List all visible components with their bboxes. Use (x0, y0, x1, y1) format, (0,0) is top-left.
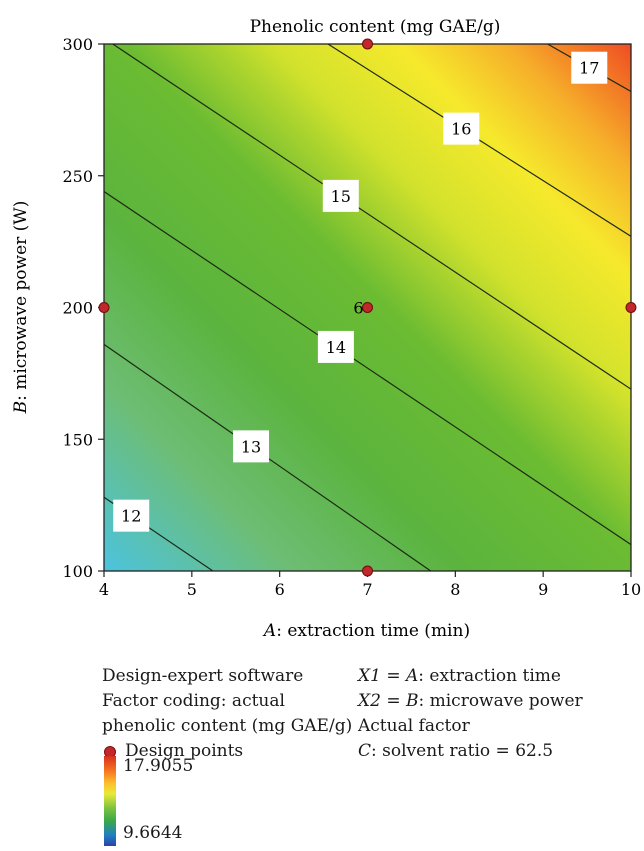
y-tick-label: 150 (62, 430, 93, 449)
chart-title: Phenolic content (mg GAE/g) (250, 17, 501, 37)
y-tick-label: 100 (62, 562, 93, 581)
contour-label-box-16 (443, 112, 480, 145)
x-tick-label: 6 (275, 580, 285, 599)
legend-left: Design-expert software Factor coding: ac… (102, 664, 352, 764)
design-point (98, 302, 110, 313)
contour-label-13: 13 (241, 437, 261, 456)
x-tick-label: 9 (538, 580, 548, 599)
design-point (362, 38, 373, 50)
contour-line-16 (327, 44, 631, 237)
contour-label-12: 12 (121, 507, 141, 526)
contour-label-15: 15 (331, 187, 351, 206)
legend-x1: X1 = A: extraction time (358, 666, 561, 686)
x-tick-label: 4 (99, 580, 109, 599)
colorbar-min: 9.6644 (123, 823, 183, 843)
legend-coding: Factor coding: actual (102, 691, 285, 711)
legend-actual-factor: Actual factor (358, 716, 470, 736)
contour-label-box-12 (113, 499, 150, 532)
design-point (362, 302, 373, 313)
x-tick-label: 8 (450, 580, 460, 599)
contour-label-box-14 (317, 330, 354, 363)
legend-software: Design-expert software (102, 666, 304, 686)
contour-label-box-15 (322, 179, 359, 212)
x-tick-label: 7 (362, 580, 372, 599)
contour-line-14 (104, 191, 631, 546)
design-point (625, 302, 637, 313)
x-tick-label: 5 (187, 580, 197, 599)
contour-label-16: 16 (451, 120, 471, 139)
contour-label-14: 14 (326, 338, 346, 357)
y-tick-label: 250 (62, 167, 93, 186)
colorbar-max: 17.9055 (123, 756, 194, 776)
contour-label-box-17 (571, 51, 608, 84)
contour-label-17: 17 (579, 59, 599, 78)
center-point-count: 6 (353, 299, 363, 318)
legend-x2: X2 = B: microwave power (358, 691, 583, 711)
x-tick-label: 10 (621, 580, 641, 599)
y-axis-label: B: microwave power (W) (11, 201, 31, 415)
contour-line-15 (112, 44, 631, 390)
legend-factor-c: C: solvent ratio = 62.5 (358, 741, 554, 761)
legend-design-points-label: Design points (125, 741, 244, 761)
contour-label-box-13 (233, 430, 270, 463)
legend-response: phenolic content (mg GAE/g) (102, 716, 353, 736)
colorbar-gradient (104, 756, 116, 846)
x-axis-label: A: extraction time (min) (262, 621, 470, 640)
design-point (362, 565, 373, 577)
colorbar: 17.9055 9.6644 (104, 756, 244, 848)
y-tick-label: 300 (62, 35, 93, 54)
y-tick-label: 200 (62, 299, 93, 318)
legend-right: X1 = A: extraction time X2 = B: microwav… (358, 664, 583, 764)
